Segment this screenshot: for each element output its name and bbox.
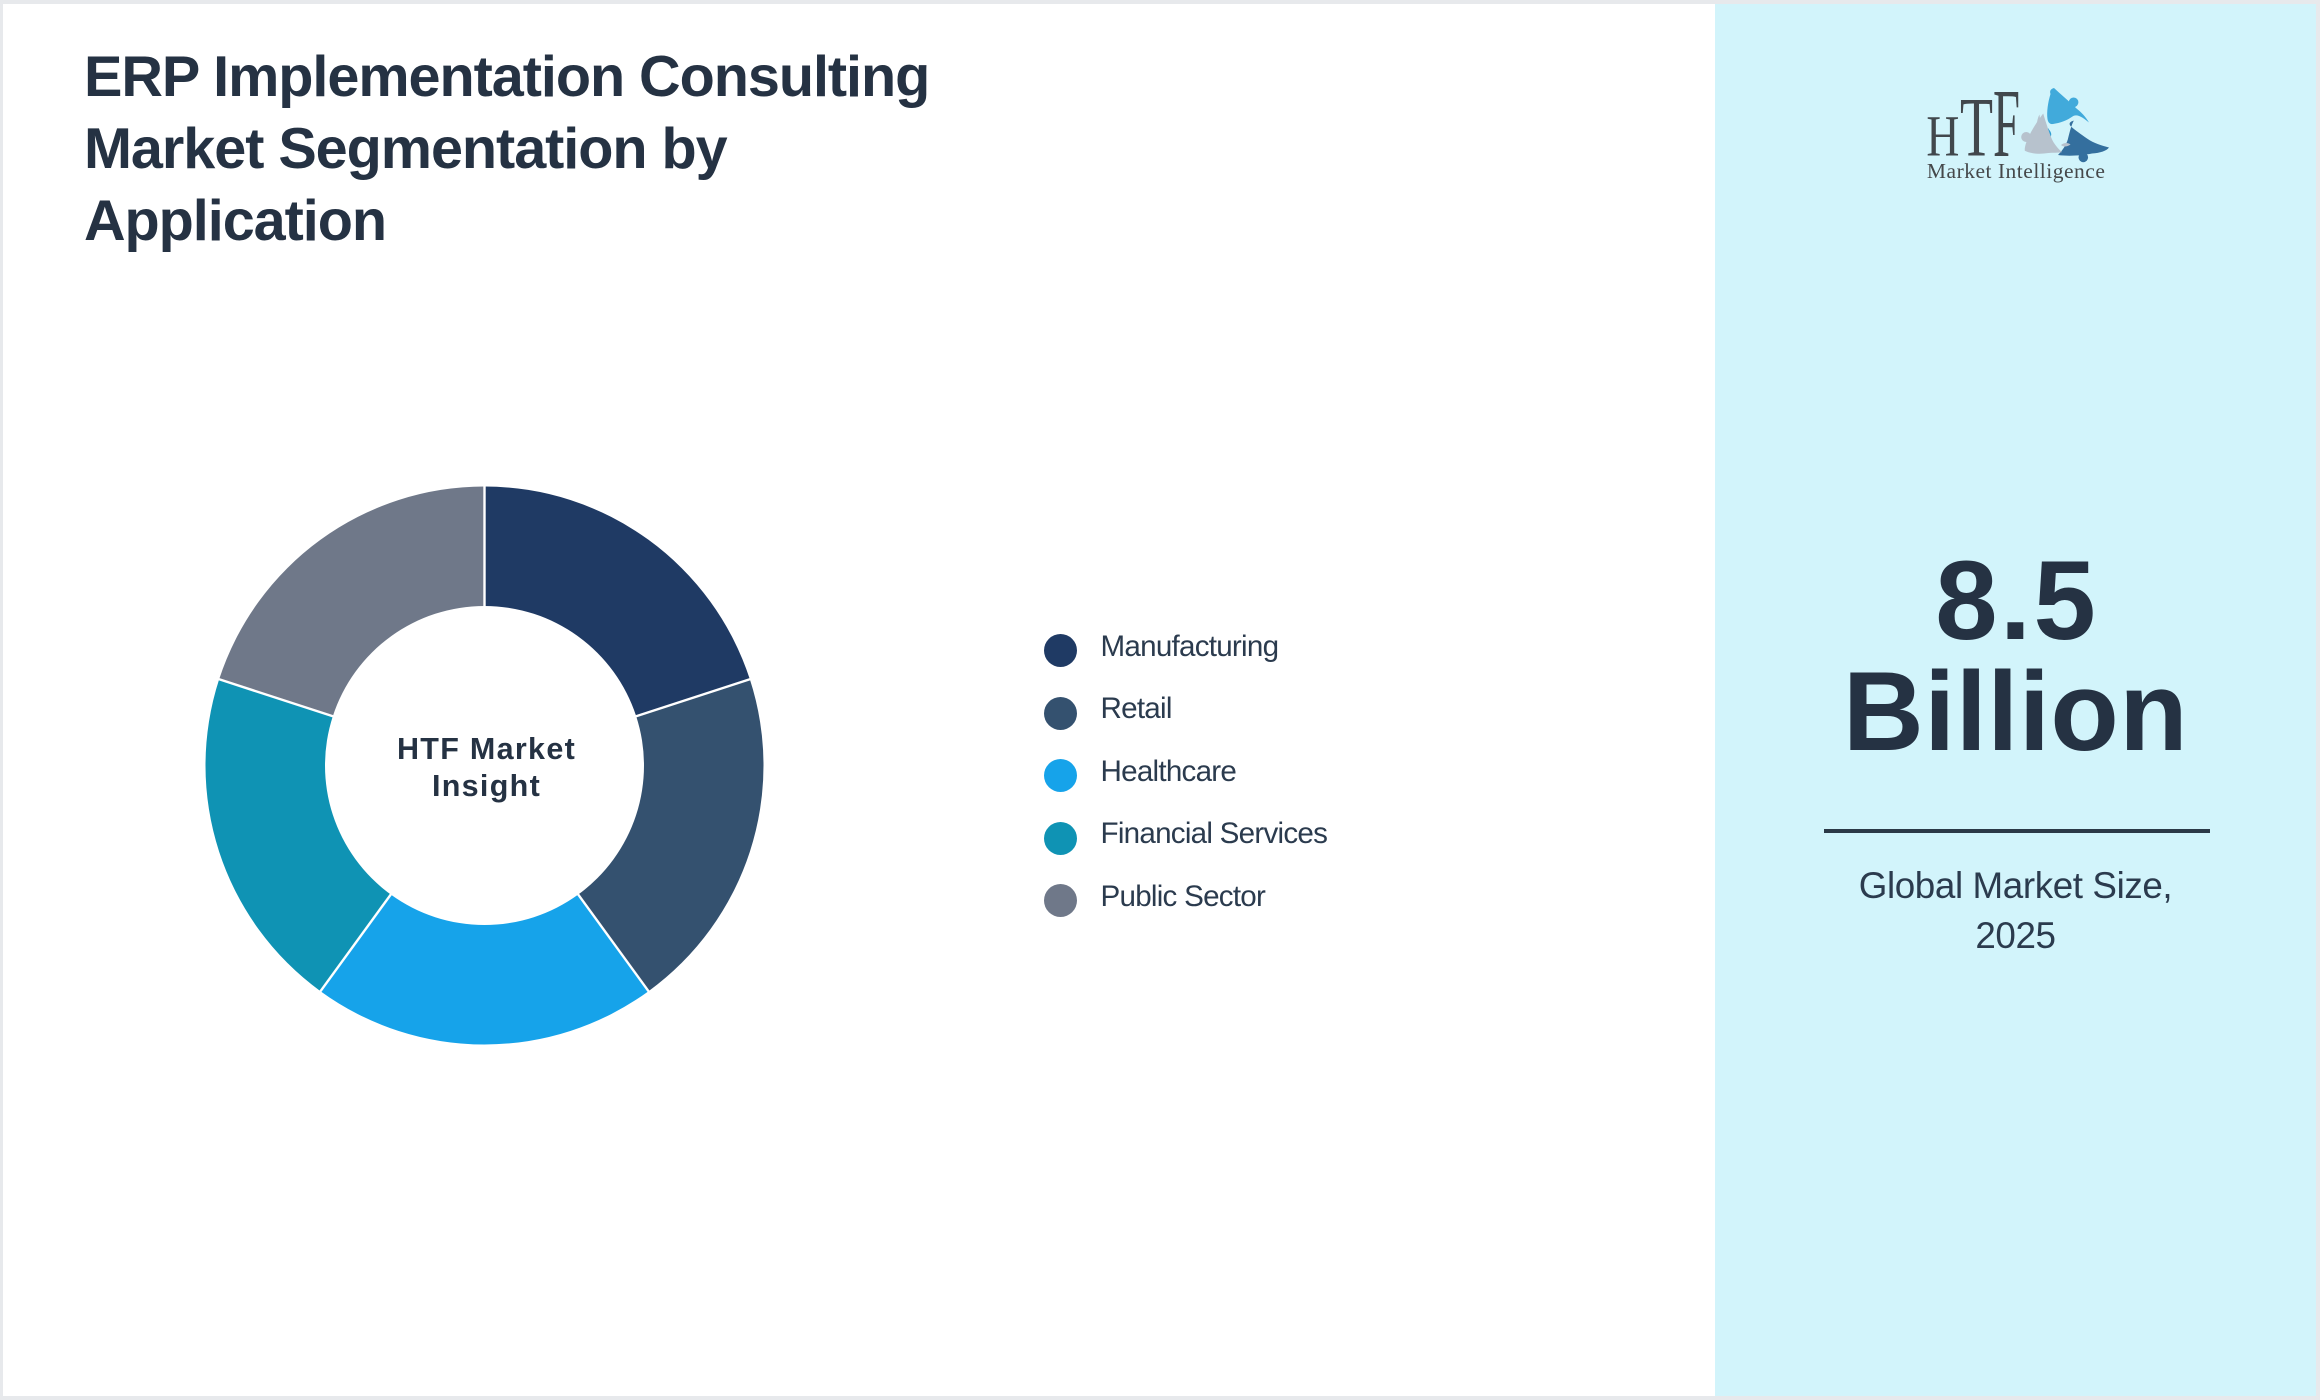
svg-text:Market Intelligence: Market Intelligence xyxy=(1927,159,2105,183)
svg-text:H: H xyxy=(1926,104,1959,169)
svg-text:F: F xyxy=(1993,72,2020,178)
svg-text:T: T xyxy=(1960,81,1993,175)
